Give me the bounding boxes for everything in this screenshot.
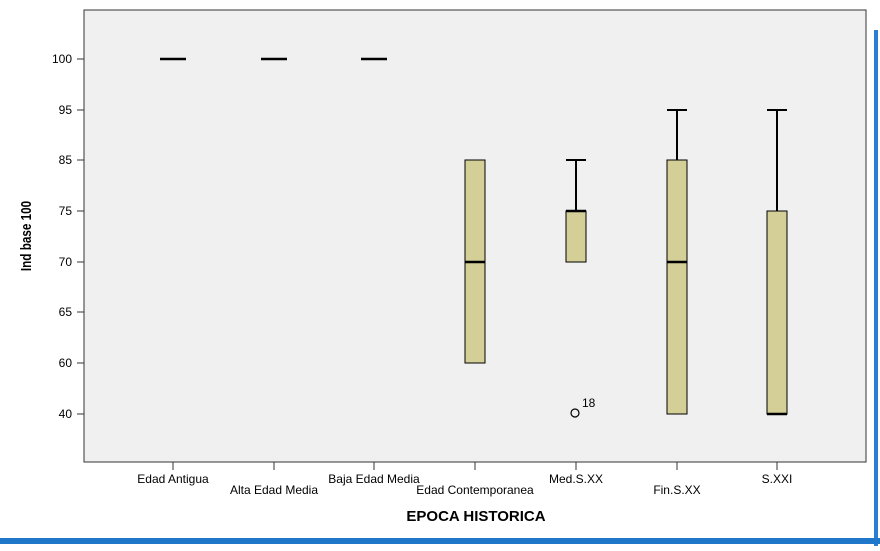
box-iqr [565,210,587,263]
x-axis-label: EPOCA HISTORICA [406,508,545,525]
y-tick-label: 100 [52,52,72,66]
box-s-xxi [766,109,788,416]
x-tick-label: Baja Edad Media [328,472,420,486]
y-axis-label: Ind base 100 [18,201,35,271]
outlier-label: 18 [582,396,596,410]
box-fin-s-xx [666,109,688,415]
y-tick-label: 85 [59,153,73,167]
x-tick-label: Edad Antigua [137,472,209,486]
x-axis: Edad Antigua Alta Edad Media Baja Edad Med… [137,462,792,497]
y-tick-label: 65 [59,305,73,319]
x-tick-label: S.XXI [762,472,793,486]
frame-right-border [874,30,878,546]
y-tick-label: 70 [59,255,73,269]
box-edad-contemporanea [464,159,486,364]
outlier-series: 18 [570,396,596,418]
x-tick-label: Edad Contemporanea [416,483,534,497]
x-tick-label: Alta Edad Media [230,483,318,497]
y-tick-label: 75 [59,204,73,218]
y-axis: 100 95 85 75 70 65 60 40 [52,52,84,421]
box-series [160,57,788,416]
y-tick-label: 95 [59,103,73,117]
x-tick-label: Fin.S.XX [653,483,700,497]
box-med-s-xx [565,159,587,263]
box-iqr [766,210,788,415]
box-iqr [666,159,688,415]
frame-bottom-border [0,538,880,544]
y-tick-label: 60 [59,356,73,370]
y-tick-label: 40 [59,407,73,421]
x-tick-label: Med.S.XX [549,472,603,486]
outlier-point [570,408,580,418]
